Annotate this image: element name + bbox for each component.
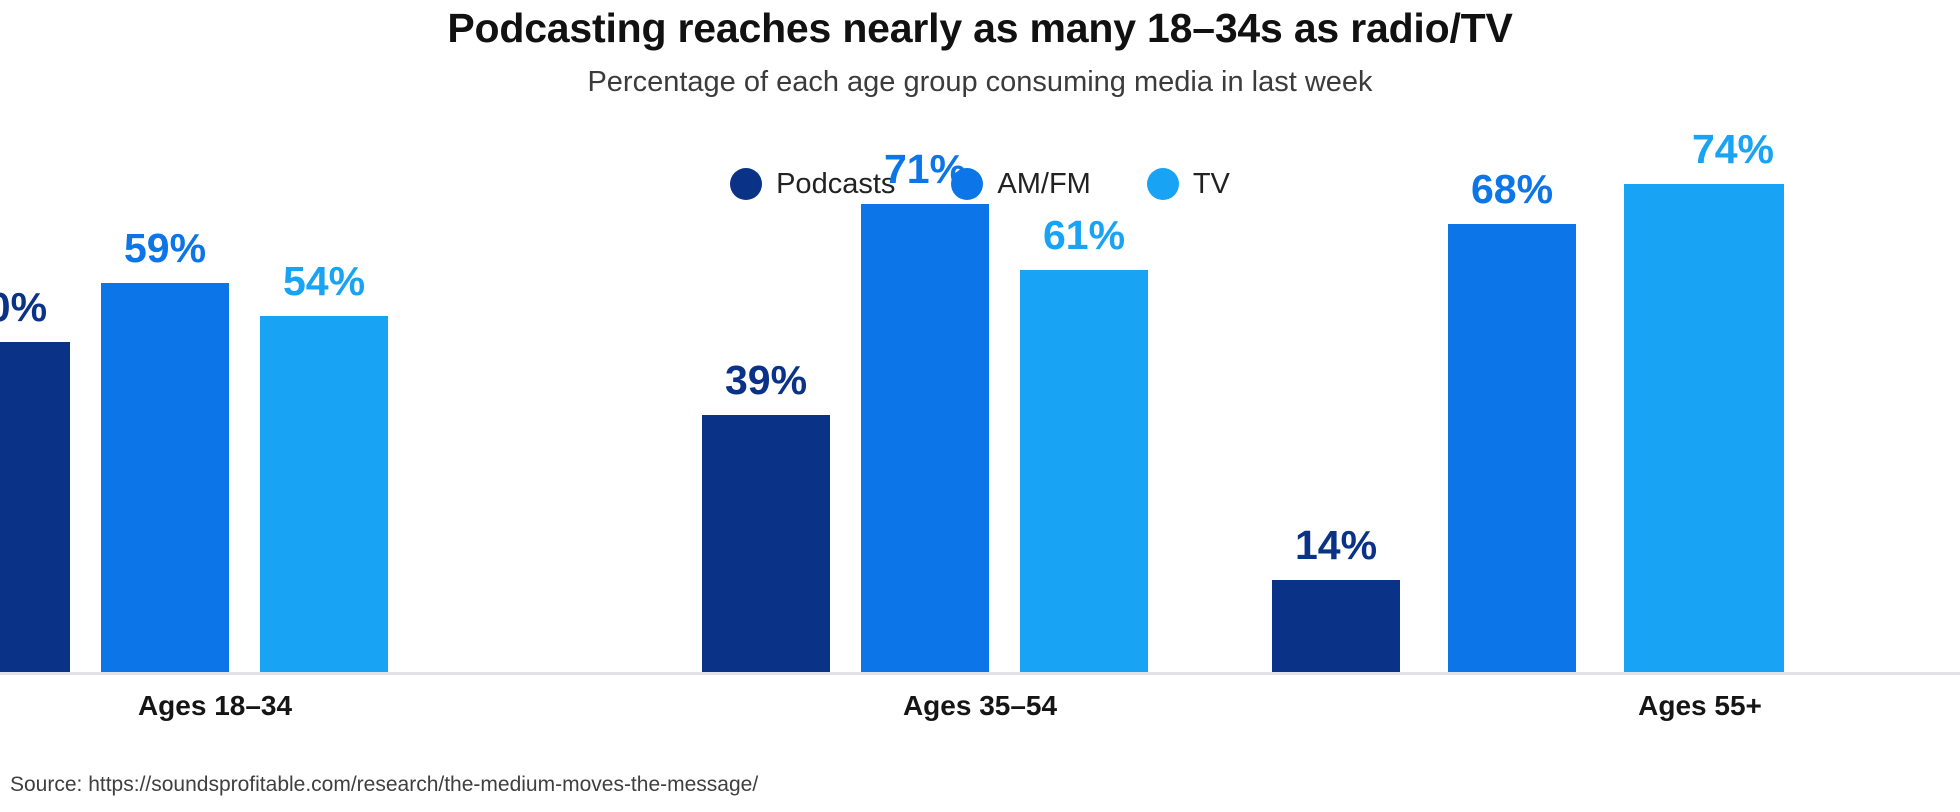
legend-item-tv[interactable]: TV — [1146, 167, 1230, 200]
bar-group-ages-18-34: 50% 59% 54% — [0, 217, 388, 672]
bar-slot-podcasts: 14% — [1272, 217, 1400, 672]
bar-slot-amfm: 68% — [1448, 169, 1576, 672]
bar-slot-podcasts: 39% — [702, 217, 830, 672]
bar-value-tv: 54% — [282, 258, 366, 304]
axis-label-ages-35-54: Ages 35–54 — [902, 690, 1058, 721]
chart-title: Podcasting reaches nearly as many 18–34s… — [447, 5, 1513, 51]
bar-tv[interactable] — [1624, 184, 1784, 672]
bar-value-tv: 74% — [1691, 126, 1774, 172]
source-note: Source: https://soundsprofitable.com/res… — [10, 773, 759, 796]
chart-subtitle: Percentage of each age group consuming m… — [587, 65, 1373, 98]
bar-slot-amfm: 59% — [101, 217, 229, 672]
legend-item-podcasts[interactable]: Podcasts — [730, 168, 895, 200]
chart-legend: Podcasts AM/FM TV — [0, 168, 1960, 200]
bar-value-podcasts: 50% — [0, 284, 48, 330]
legend-item-amfm[interactable]: AM/FM — [951, 167, 1091, 200]
circle-marker-icon — [951, 168, 984, 200]
bar-value-amfm: 59% — [123, 225, 207, 271]
axis-label-ages-55-plus: Ages 55+ — [1638, 690, 1762, 721]
bar-value-amfm: 68% — [1470, 166, 1554, 212]
axis-label-ages-18-34: Ages 18–34 — [137, 690, 293, 721]
bar-tv[interactable] — [260, 316, 388, 672]
bar-slot-tv: 74% — [1624, 129, 1784, 672]
chart-header: Podcasting reaches nearly as many 18–34s… — [0, 5, 1960, 100]
bar-podcasts[interactable] — [702, 415, 830, 672]
circle-marker-icon — [1146, 168, 1179, 200]
legend-label-amfm: AM/FM — [997, 167, 1091, 200]
bar-amfm[interactable] — [101, 283, 229, 672]
legend-label-podcasts: Podcasts — [776, 167, 896, 200]
bar-group-ages-55-plus: 14% 68% 74% — [1272, 129, 1784, 672]
legend-label-tv: TV — [1192, 167, 1230, 200]
bar-slot-podcasts: 50% — [0, 217, 70, 672]
circle-marker-icon — [730, 168, 763, 200]
bar-podcasts[interactable] — [0, 342, 70, 672]
bar-amfm[interactable] — [861, 204, 989, 672]
axis-baseline — [0, 672, 1960, 675]
bar-value-tv: 61% — [1042, 212, 1126, 258]
plot-area: 50% 59% 54% 39% 71% 61% — [0, 129, 1960, 675]
bar-value-podcasts: 39% — [724, 357, 808, 403]
bar-value-podcasts: 14% — [1294, 522, 1378, 568]
bar-tv[interactable] — [1020, 270, 1148, 672]
bar-slot-tv: 61% — [1020, 212, 1148, 672]
bar-amfm[interactable] — [1448, 224, 1576, 672]
bar-slot-tv: 54% — [260, 217, 388, 672]
bar-value-amfm: 71% — [883, 146, 967, 192]
bar-slot-amfm: 71% — [861, 149, 989, 672]
bar-group-ages-35-54: 39% 71% 61% — [702, 149, 1148, 672]
bar-podcasts[interactable] — [1272, 580, 1400, 672]
